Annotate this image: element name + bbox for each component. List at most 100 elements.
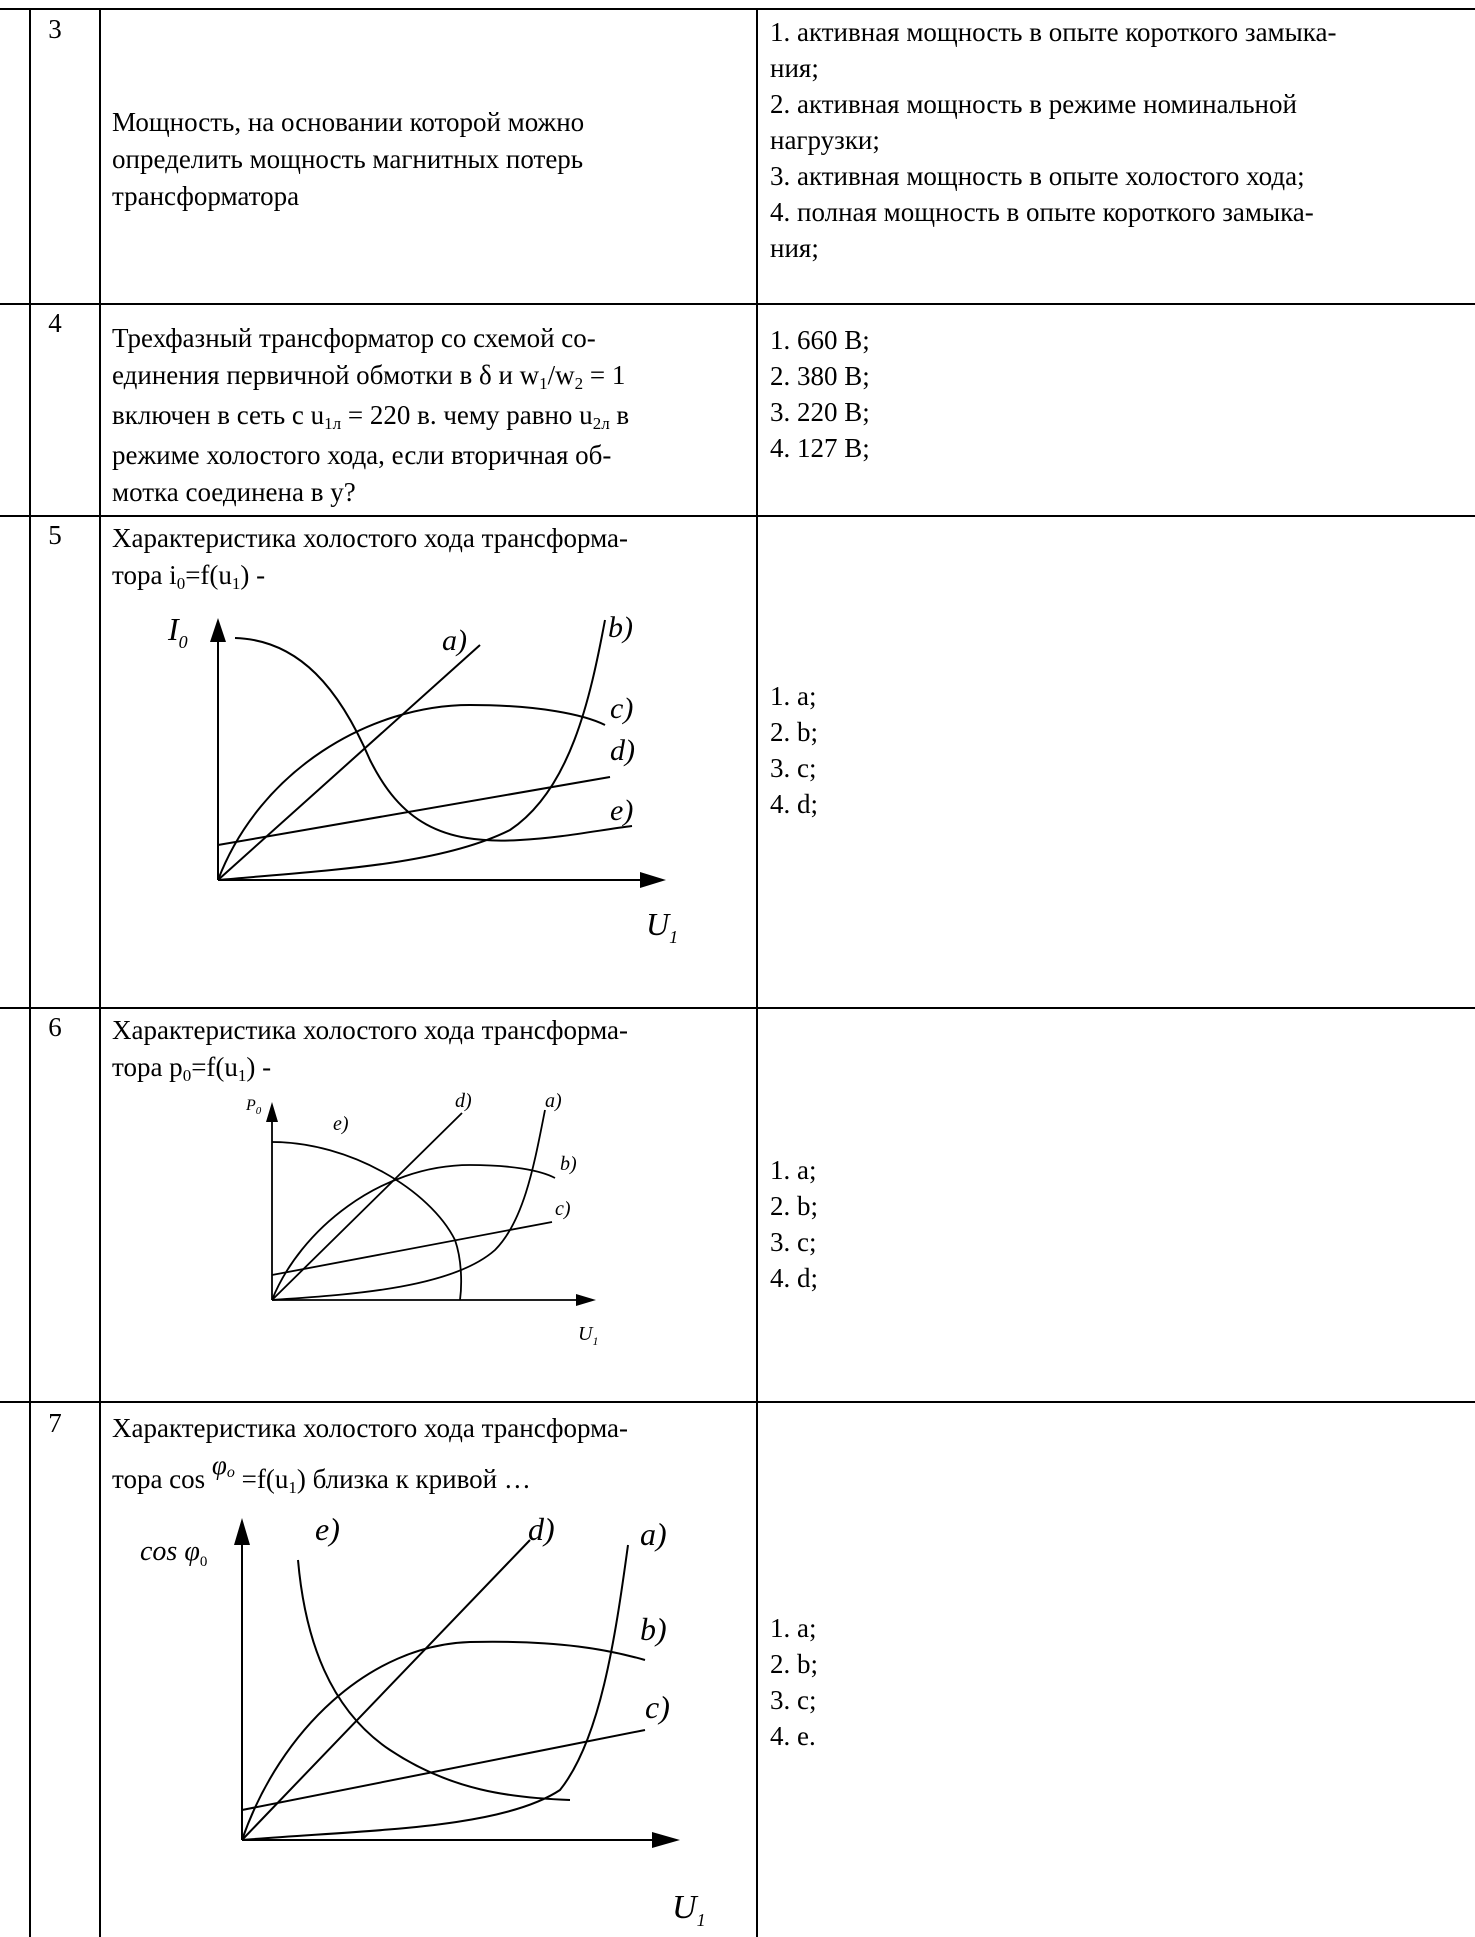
- curve-e: [271, 1141, 463, 1301]
- answer-line: 3. активная мощность в опыте холостого х…: [770, 161, 1305, 191]
- row-4-number: 4: [48, 308, 62, 338]
- x-axis-arrow: [652, 1832, 680, 1848]
- question-line: тора p0=f(u1) -: [112, 1052, 272, 1085]
- curve-label-e: e): [315, 1511, 340, 1547]
- row-3-number: 3: [48, 14, 62, 44]
- question-line: тора cos φo =f(u1) близка к кривой …: [112, 1450, 531, 1497]
- question-line: включен в сеть с u1л = 220 в. чему равно…: [112, 400, 630, 433]
- answer-line: 1. 660 В;: [770, 325, 870, 355]
- answer-line: 2. b;: [770, 1191, 819, 1221]
- row-4-question: Трехфазный трансформатор со схемой со- е…: [112, 320, 629, 511]
- question-line: мотка соединена в y?: [112, 477, 356, 507]
- answer-line: ния;: [770, 233, 819, 263]
- question-line: режиме холостого хода, если вторичная об…: [112, 440, 612, 470]
- curve-label-e: e): [610, 794, 633, 827]
- curve-c: [271, 1221, 553, 1276]
- y-axis-label: P0: [245, 1097, 262, 1117]
- question-line: тора i0=f(u1) -: [112, 560, 266, 593]
- row-7-answers: 1. a; 2. b; 3. c; 4. e.: [770, 1610, 818, 1754]
- curve-d: [271, 1112, 463, 1301]
- row-3-top-border: [0, 8, 1475, 10]
- phi-symbol: φo: [211, 1450, 235, 1481]
- x-axis-arrow: [640, 872, 666, 888]
- curve-b: [271, 1164, 556, 1301]
- y-axis-label: I0: [167, 611, 188, 652]
- figure-cosphi-u1: cos φ0 U1 e) d) a) b) c): [140, 1511, 706, 1930]
- answer-line: 3. c;: [770, 753, 817, 783]
- curve-label-c: c): [555, 1198, 571, 1220]
- curve-label-b: b): [608, 611, 633, 644]
- row-5-answers: 1. a; 2. b; 3. c; 4. d;: [770, 678, 818, 822]
- answer-line: 1. a;: [770, 681, 817, 711]
- y-axis-arrow: [210, 618, 226, 642]
- answer-line: ния;: [770, 53, 819, 83]
- x-axis-arrow: [576, 1294, 596, 1306]
- question-column-border: [756, 8, 758, 1937]
- answer-line: 2. активная мощность в режиме номинально…: [770, 89, 1297, 119]
- answer-line: 4. d;: [770, 1263, 819, 1293]
- question-line: Характеристика холостого хода трансформа…: [112, 1015, 628, 1045]
- answer-line: 2. b;: [770, 717, 819, 747]
- left-border: [29, 8, 31, 1937]
- curve-d: [217, 776, 611, 846]
- row-4-top-border: [0, 303, 1475, 305]
- y-axis-label: cos φ0: [140, 1536, 207, 1570]
- answer-line: 4. e.: [770, 1721, 816, 1751]
- curve-a: [241, 1544, 629, 1841]
- answer-line: 2. b;: [770, 1649, 819, 1679]
- curve-e: [234, 637, 633, 842]
- row-7-top-border: [0, 1401, 1475, 1403]
- curve-label-d: d): [610, 734, 635, 767]
- figure-i0-u1: I0 U1 a) b) c) d) e): [167, 611, 678, 947]
- figure-p0-u1: P0 U1 e) d) a) b) c): [245, 1090, 598, 1348]
- question-line: определить мощность магнитных потерь: [112, 144, 584, 174]
- row-7-question: Характеристика холостого хода трансформа…: [112, 1410, 628, 1502]
- answer-line: 2. 380 В;: [770, 361, 870, 391]
- curve-label-b: b): [560, 1153, 577, 1175]
- curve-label-a: a): [545, 1090, 562, 1112]
- row-6-top-border: [0, 1007, 1475, 1009]
- answer-line: 3. c;: [770, 1685, 817, 1715]
- row-6-question: Характеристика холостого хода трансформа…: [112, 1012, 628, 1089]
- curve-label-d: d): [455, 1090, 472, 1112]
- question-line: Характеристика холостого хода трансформа…: [112, 523, 628, 553]
- question-line: Мощность, на основании которой можно: [112, 107, 585, 137]
- row-5-number: 5: [48, 520, 62, 550]
- row-3-question: Мощность, на основании которой можно опр…: [112, 104, 584, 215]
- row-4-answers: 1. 660 В; 2. 380 В; 3. 220 В; 4. 127 В;: [770, 322, 870, 466]
- curve-c: [241, 1729, 646, 1811]
- row-5-question: Характеристика холостого хода трансформа…: [112, 520, 628, 597]
- answer-line: 1. a;: [770, 1155, 817, 1185]
- answer-line: нагрузки;: [770, 125, 880, 155]
- curve-c: [217, 703, 606, 881]
- row-6-answers: 1. a; 2. b; 3. c; 4. d;: [770, 1152, 818, 1296]
- answer-line: 3. 220 В;: [770, 397, 870, 427]
- question-line: Трехфазный трансформатор со схемой со-: [112, 323, 596, 353]
- curve-label-a: a): [640, 1516, 667, 1552]
- question-line: единения первичной обмотки в δ и w1/w2 =…: [112, 360, 626, 393]
- curve-b: [217, 619, 606, 881]
- answer-line: 3. c;: [770, 1227, 817, 1257]
- curve-d: [241, 1539, 531, 1841]
- row-6-number: 6: [48, 1012, 62, 1042]
- x-axis-label: U1: [646, 906, 678, 947]
- question-line: Характеристика холостого хода трансформа…: [112, 1413, 628, 1443]
- answer-line: 1. a;: [770, 1613, 817, 1643]
- curve-a: [217, 644, 481, 881]
- curve-label-d: d): [528, 1511, 555, 1547]
- x-axis-label: U1: [672, 1889, 706, 1930]
- x-axis-label: U1: [578, 1323, 598, 1348]
- curve-label-c: c): [610, 692, 633, 725]
- curve-label-c: c): [645, 1689, 670, 1725]
- curve-label-a: a): [442, 624, 467, 657]
- curve-b: [241, 1640, 646, 1841]
- row-3-answers: 1. активная мощность в опыте короткого з…: [770, 14, 1336, 266]
- y-axis-arrow: [234, 1518, 250, 1545]
- curve-e: [297, 1559, 571, 1801]
- curve-a: [271, 1109, 546, 1301]
- curve-label-b: b): [640, 1611, 667, 1647]
- answer-line: 4. полная мощность в опыте короткого зам…: [770, 197, 1314, 227]
- number-column-border: [99, 8, 101, 1937]
- row-7-number: 7: [48, 1408, 62, 1438]
- answer-line: 1. активная мощность в опыте короткого з…: [770, 17, 1337, 47]
